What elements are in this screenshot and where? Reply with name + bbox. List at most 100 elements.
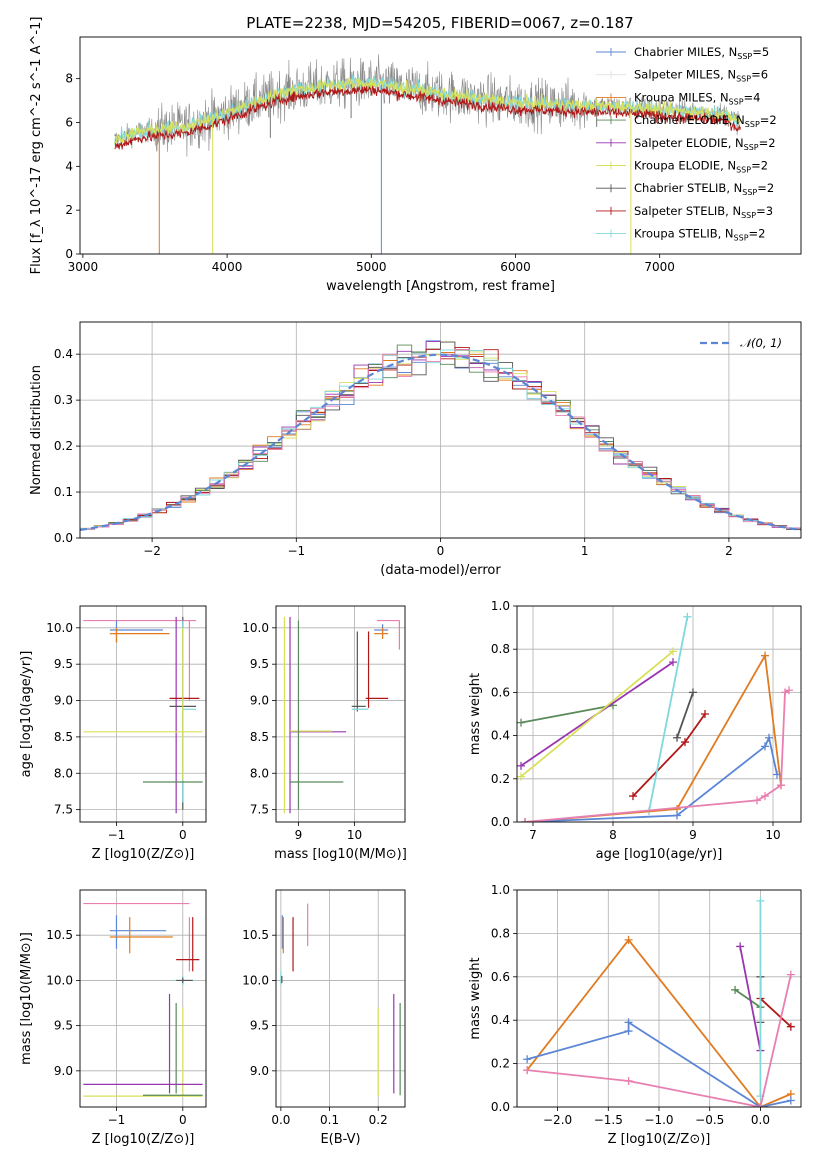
x-tick-label: 7 (529, 828, 537, 842)
weight-marker (523, 1066, 532, 1075)
weight-marker (517, 761, 525, 770)
plot-area (114, 54, 741, 254)
weight-line (524, 652, 782, 822)
weight-series (517, 647, 677, 781)
x-axis-label: Z [log10(Z/Z⊙)] (92, 1132, 195, 1147)
errorbar-point (109, 620, 163, 643)
plot-area (83, 902, 203, 1097)
y-tick-label: 8.5 (250, 730, 269, 744)
weight-line (648, 616, 689, 812)
weight-series (673, 688, 697, 742)
weight-marker (669, 658, 677, 667)
axes-frame (79, 605, 207, 823)
legend-label: Chabrier ELODIE, NSSP=2 (634, 113, 777, 129)
weight-marker (753, 796, 761, 805)
spectrum-model (114, 77, 741, 146)
y-tick-label: 0.1 (54, 485, 73, 499)
y-tick-label: 10.0 (242, 621, 269, 635)
y-tick-label: 0.0 (491, 1100, 510, 1114)
x-tick-label: 0.1 (320, 1113, 339, 1127)
y-axis-label: mass weight (468, 957, 483, 1039)
x-tick-label: 6000 (500, 260, 531, 274)
x-tick-label: −1.0 (644, 1113, 673, 1127)
y-tick-label: 10.0 (242, 973, 269, 987)
y-axis-label: Normed distribution (29, 365, 44, 495)
weight-marker (517, 772, 525, 781)
y-tick-label: 0.2 (491, 772, 510, 786)
weight-marker (761, 792, 769, 801)
x-tick-label: 10 (347, 828, 362, 842)
x-axis-label: Z [log10(Z/Z⊙)] (92, 847, 195, 862)
weight-marker (756, 1103, 765, 1107)
figure-title: PLATE=2238, MJD=54205, FIBERID=0067, z=0… (246, 14, 633, 32)
x-tick-label: −2.0 (543, 1113, 572, 1127)
x-axis-label: (data-model)/error (380, 563, 501, 578)
x-tick-label: 0.2 (369, 1113, 388, 1127)
y-tick-label: 0.2 (54, 439, 73, 453)
axes-frame (275, 889, 406, 1108)
weight-marker (777, 781, 785, 790)
x-tick-label: 5000 (356, 260, 387, 274)
weight-marker (773, 770, 781, 779)
weight-marker (629, 792, 637, 801)
axes-frame (79, 889, 207, 1108)
chart-residuals: −2 −1 0 1 2 0.0 0.1 0.2 0.3 0.4 (data-model)/error… (29, 321, 802, 578)
legend-label: Salpeter MILES, NSSP=6 (634, 68, 768, 84)
x-tick-label: 0 (179, 828, 187, 842)
x-tick-label: 0 (179, 1113, 187, 1127)
chart-weight-vs-age: 7 8 9 10 0.0 0.2 0.4 0.6 0.8 1.0 age [log10(age/yr… (468, 599, 802, 862)
y-tick-label: 9.0 (54, 694, 73, 708)
y-tick-label: 0.6 (491, 970, 510, 984)
plot-area (283, 616, 400, 814)
x-tick-label: 8 (609, 828, 617, 842)
x-axis-label: wavelength [Angstrom, rest frame] (326, 279, 555, 294)
y-axis-label: mass weight (468, 673, 483, 755)
y-tick-label: 8.5 (54, 730, 73, 744)
plot-area (80, 340, 801, 531)
x-tick-label: 2 (725, 544, 733, 558)
errorbar-point (176, 977, 193, 984)
weight-marker (761, 742, 769, 751)
plot-area (517, 612, 793, 822)
x-tick-label: 1 (581, 544, 589, 558)
chart-mass-vs-ebv: 0.0 0.1 0.2 9.0 9.5 10.0 10.5 E(B-V) (242, 889, 406, 1147)
weight-line (526, 938, 792, 1107)
y-tick-label: 9.5 (54, 1019, 73, 1033)
errorbar-point (109, 915, 167, 949)
legend-label: 𝒩(0, 1) (740, 336, 782, 350)
y-tick-label: 10.5 (46, 928, 73, 942)
weight-marker (624, 1076, 633, 1085)
y-tick-label: 8.0 (250, 766, 269, 780)
errorbar-point (109, 917, 173, 954)
legend-label: Chabrier MILES, NSSP=5 (634, 45, 769, 61)
chart-spectrum: Chabrier MILES, NSSP=5 Salpeter MILES, NS… (29, 17, 802, 294)
x-axis-label: Z [log10(Z/Z⊙)] (608, 1132, 711, 1147)
axes-frame (275, 605, 406, 823)
weight-line (676, 692, 694, 739)
weight-series (517, 701, 617, 727)
y-tick-label: 0 (65, 247, 73, 261)
weight-marker (681, 738, 689, 747)
axes-frame (79, 36, 802, 255)
y-axis-label: age [log10(age/yr)] (19, 651, 34, 778)
x-tick-label: −1 (108, 1113, 126, 1127)
y-tick-label: 0.8 (491, 642, 510, 656)
weight-line (759, 997, 792, 1028)
y-tick-label: 7.5 (250, 803, 269, 817)
x-tick-label: 10 (765, 828, 780, 842)
y-tick-label: 8.0 (54, 766, 73, 780)
spectrum-model (114, 85, 741, 150)
errorbar-point (374, 627, 389, 639)
x-tick-label: 4000 (212, 260, 243, 274)
y-tick-label: 0.4 (54, 347, 73, 361)
x-tick-label: −1 (108, 828, 126, 842)
y-tick-label: 0.0 (491, 815, 510, 829)
weight-marker (786, 970, 795, 979)
weight-marker (624, 1027, 633, 1036)
x-tick-label: −0.5 (695, 1113, 724, 1127)
legend-label: Chabrier STELIB, NSSP=2 (634, 181, 774, 197)
weight-marker (761, 651, 769, 660)
weight-marker (701, 710, 709, 718)
x-axis-label: E(B-V) (320, 1132, 360, 1147)
weight-line (524, 689, 790, 822)
